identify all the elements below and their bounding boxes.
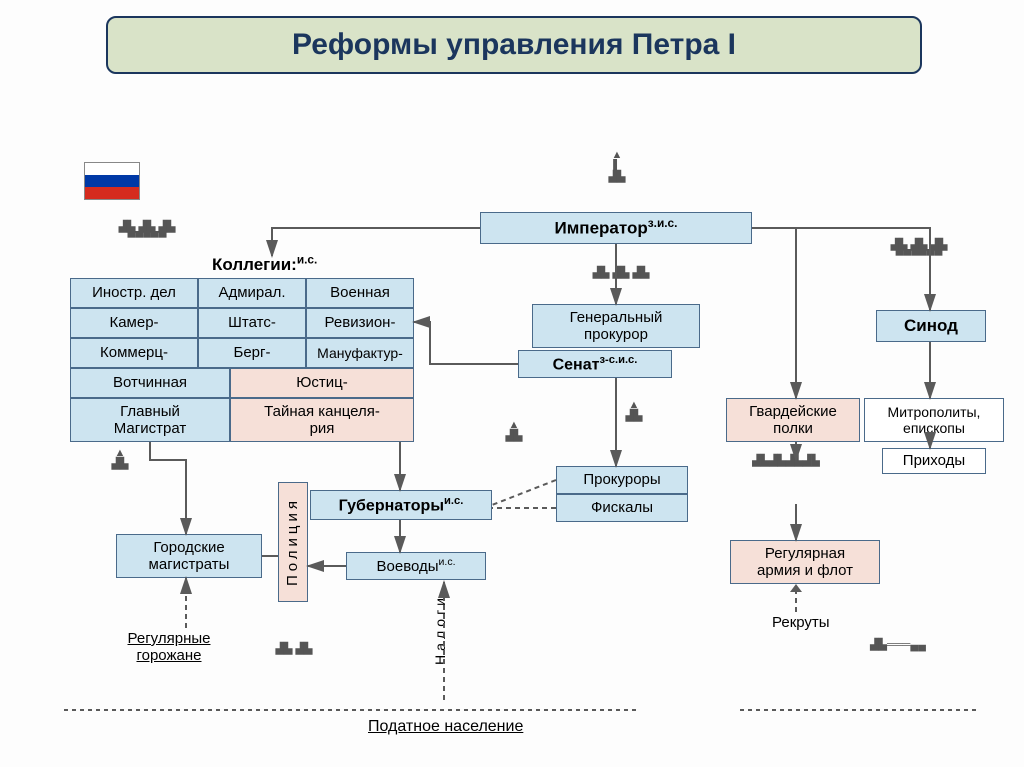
figure-emperor-icon: ▲▌▟▙ <box>600 150 634 183</box>
figure-prosecutor-icon: ▲▟▙ <box>616 400 652 422</box>
diagram-stage: Реформы управления Петра I ▲▌▟▙ ▟▙ ▟▙ ▟▙… <box>0 0 1024 767</box>
node-emperor: Императорз.и.с. <box>480 212 752 244</box>
node-k-shtats: Штатс- <box>198 308 306 338</box>
node-gubern: Губернаторыи.с. <box>310 490 492 520</box>
label-kollegii: Коллегии:и.с. <box>212 252 317 275</box>
node-k-voen: Военная <box>306 278 414 308</box>
node-k-berg: Берг- <box>198 338 306 368</box>
node-fiskal: Фискалы <box>556 494 688 522</box>
node-k-inostr: Иностр. дел <box>70 278 198 308</box>
node-genprok-text: Генеральныйпрокурор <box>570 309 663 344</box>
figure-peasants-icon: ▟▙═══▄▄ <box>838 640 958 651</box>
node-k-mag-text: ГлавныйМагистрат <box>114 403 186 438</box>
node-police: Полиция <box>278 482 308 602</box>
node-k-manuf: Мануфактур- <box>306 338 414 368</box>
node-k-reviz: Ревизион- <box>306 308 414 338</box>
label-podat: Податное население <box>368 718 523 736</box>
node-k-mag: ГлавныйМагистрат <box>70 398 230 442</box>
figure-synod-icon: ▟▙ ▟▙ ▟▙▀▀▀▀▀▀ <box>874 240 964 262</box>
figure-senate-icon: ▟▙ ▟▙ ▟▙ <box>586 268 656 279</box>
node-mitrop-text: Митрополиты,епископы <box>888 404 981 436</box>
node-voevod: Воеводыи.с. <box>346 552 486 580</box>
node-senat-text: Сенатз-с.и.с. <box>553 354 638 375</box>
label-nalogi: Налоги <box>432 594 448 668</box>
figure-council-icon: ▟▙ ▟▙ ▟▙▀▀▀▀▀ <box>108 222 186 244</box>
node-emperor-text: Императорз.и.с. <box>555 217 678 238</box>
figure-governor-icon: ▲▟▙ <box>496 420 532 442</box>
node-k-admiral: Адмирал. <box>198 278 306 308</box>
node-k-just: Юстиц- <box>230 368 414 398</box>
figure-noble-icon: ▲▟▙ <box>100 448 140 470</box>
node-regarmy: Регулярнаяармия и флот <box>730 540 880 584</box>
node-regarmy-text: Регулярнаяармия и флот <box>757 545 853 580</box>
node-k-votch: Вотчинная <box>70 368 230 398</box>
node-gubern-text: Губернаторыи.с. <box>339 495 464 516</box>
node-gvard: Гвардейскиеполки <box>726 398 860 442</box>
node-voevod-text: Воеводыи.с. <box>377 556 456 575</box>
node-mitrop: Митрополиты,епископы <box>864 398 1004 442</box>
node-gormag-text: Городскиемагистраты <box>149 539 230 574</box>
label-reggor: Регулярныегорожане <box>104 630 234 664</box>
label-nalogi-text: Налоги <box>432 594 448 665</box>
node-senat: Сенатз-с.и.с. <box>518 350 672 378</box>
node-gormag: Городскиемагистраты <box>116 534 262 578</box>
node-police-text: Полиция <box>284 497 301 586</box>
figure-citizens-icon: ▟▙ ▟▙ <box>254 644 334 655</box>
node-gvard-text: Гвардейскиеполки <box>749 403 837 438</box>
node-genprok: Генеральныйпрокурор <box>532 304 700 348</box>
node-k-tain-text: Тайная канцеля-рия <box>264 403 380 438</box>
label-reggor-text: Регулярныегорожане <box>128 630 211 664</box>
label-rekrut: Рекруты <box>772 614 830 631</box>
node-k-kamer: Камер- <box>70 308 198 338</box>
node-k-tain: Тайная канцеля-рия <box>230 398 414 442</box>
node-prihod: Приходы <box>882 448 986 474</box>
node-sinod: Синод <box>876 310 986 342</box>
figure-guards-icon: ▟▙▟▙▟▙▟▙ <box>746 456 826 467</box>
russia-flag-icon <box>84 162 140 200</box>
node-prokur: Прокуроры <box>556 466 688 494</box>
diagram-title: Реформы управления Петра I <box>106 16 922 74</box>
label-kollegii-text: Коллегии:и.с. <box>212 255 317 274</box>
node-k-kommerc: Коммерц- <box>70 338 198 368</box>
